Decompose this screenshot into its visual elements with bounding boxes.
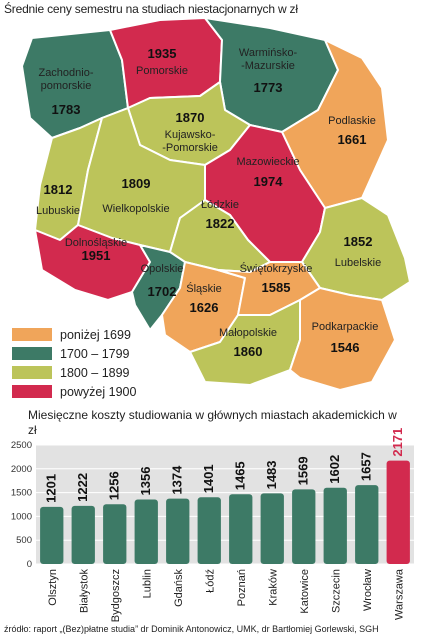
- bar-value-label: 1356: [138, 467, 153, 496]
- bar-value-label: 1657: [359, 452, 374, 481]
- bar-Katowice: [292, 489, 316, 564]
- bar-Wrocław: [355, 485, 379, 564]
- region-name-wielkopolskie: Wielkopolskie: [102, 203, 169, 215]
- bar-value-label: 1256: [107, 471, 122, 500]
- y-tick-label: 1500: [11, 488, 32, 499]
- region-name-dolnoslaskie: Dolnośląskie: [65, 237, 127, 249]
- bar-value-label: 1222: [75, 473, 90, 502]
- y-tick-label: 1000: [11, 511, 32, 522]
- region-value-pomorskie: 1935: [148, 46, 177, 61]
- bar-Łódź: [197, 497, 221, 564]
- bar-chart: 0 500 1000 1500 2000 2500 1201 1222 1256 1356 137…: [11, 428, 414, 622]
- category-label: Kraków: [267, 569, 279, 606]
- bar-Gdańsk: [166, 498, 190, 564]
- region-name-malopolskie: Małopolskie: [219, 327, 277, 339]
- bar-Warszawa: [386, 460, 410, 564]
- bar-value-label: 1483: [264, 460, 279, 489]
- category-label: Białystok: [78, 569, 90, 614]
- region-map: Zachodnio-pomorskie 1783 Pomorskie 1935 Warm…: [21, 17, 411, 391]
- category-label: Katowice: [299, 569, 311, 614]
- bar-value-label: 1569: [296, 456, 311, 485]
- region-name-lubuskie: Lubuskie: [36, 205, 80, 217]
- bar-Bydgoszcz: [103, 504, 127, 564]
- legend-item: 1700 – 1799: [12, 344, 136, 363]
- region-value-swietokrzyskie: 1585: [262, 280, 291, 295]
- region-name-lodzkie: Łódzkie: [201, 199, 239, 211]
- region-value-lubelskie: 1852: [344, 234, 373, 249]
- region-name-zachodniopomorskie: pomorskie: [41, 80, 92, 92]
- map-legend: poniżej 1699 1700 – 1799 1800 – 1899 pow…: [12, 325, 136, 401]
- region-value-podlaskie: 1661: [338, 132, 367, 147]
- bar-Białystok: [71, 505, 95, 564]
- source-note: źródło: raport „(Bez)płatne studia” dr D…: [4, 624, 379, 634]
- region-name-lubelskie: Lubelskie: [335, 257, 381, 269]
- region-name-kujawsko-pomorskie: Kujawsko-: [165, 129, 216, 141]
- legend-item: powyżej 1900: [12, 382, 136, 401]
- bar-Kraków: [260, 493, 284, 564]
- legend-item: poniżej 1699: [12, 325, 136, 344]
- region-name-zachodniopomorskie: Zachodnio-: [38, 67, 93, 79]
- bar-value-label: 1602: [327, 455, 342, 484]
- bar-value-label: 1374: [170, 465, 185, 495]
- bar-Poznań: [229, 494, 253, 564]
- region-value-dolnoslaskie: 1951: [82, 248, 111, 263]
- region-value-malopolskie: 1860: [234, 344, 263, 359]
- legend-label: poniżej 1699: [60, 327, 131, 342]
- category-label: Bydgoszcz: [110, 569, 122, 622]
- region-value-kujawsko-pomorskie: 1870: [176, 110, 205, 125]
- region-name-mazowieckie: Mazowieckie: [237, 156, 300, 168]
- region-value-lodzkie: 1822: [206, 216, 235, 231]
- bar-value-label: 2171: [390, 428, 405, 457]
- region-name-opolskie: Opolskie: [141, 263, 184, 275]
- region-opolskie: [131, 244, 186, 331]
- bar-Olsztyn: [40, 506, 64, 564]
- bar-value-label: 1401: [201, 464, 216, 493]
- legend-swatch: [12, 366, 52, 379]
- region-value-podkarpackie: 1546: [331, 340, 360, 355]
- y-tick-label: 2000: [11, 464, 32, 475]
- region-value-zachodniopomorskie: 1783: [52, 102, 81, 117]
- region-podkarpackie: [289, 287, 396, 391]
- bar-Szczecin: [323, 487, 347, 564]
- category-label: Poznań: [236, 569, 248, 606]
- region-name-slaskie: Śląskie: [186, 282, 221, 295]
- region-name-podlaskie: Podlaskie: [328, 115, 376, 127]
- region-value-warminsko-mazurskie: 1773: [254, 80, 283, 95]
- y-tick-label: 500: [16, 535, 32, 546]
- plot-background: [36, 445, 414, 564]
- category-label: Lublin: [141, 569, 153, 598]
- region-name-pomorskie: Pomorskie: [136, 65, 188, 77]
- category-label: Gdańsk: [173, 569, 185, 607]
- category-label: Wrocław: [362, 569, 374, 611]
- category-label: Warszawa: [393, 568, 405, 620]
- y-tick-label: 0: [27, 559, 32, 570]
- region-value-wielkopolskie: 1809: [122, 176, 151, 191]
- bar-value-label: 1201: [44, 474, 59, 503]
- region-name-warminsko-mazurskie: -Mazurskie: [241, 60, 295, 72]
- region-value-opolskie: 1702: [148, 284, 177, 299]
- region-name-kujawsko-pomorskie: -Pomorskie: [162, 142, 218, 154]
- region-malopolskie: [189, 299, 301, 386]
- legend-item: 1800 – 1899: [12, 363, 136, 382]
- bar-value-label: 1465: [233, 461, 248, 490]
- category-label: Szczecin: [330, 569, 342, 613]
- y-tick-label: 2500: [11, 440, 32, 451]
- category-label: Olsztyn: [47, 569, 59, 606]
- legend-swatch: [12, 328, 52, 341]
- legend-label: 1700 – 1799: [60, 346, 130, 361]
- legend-label: powyżej 1900: [60, 384, 137, 399]
- region-name-warminsko-mazurskie: Warmińsko-: [239, 47, 298, 59]
- region-value-mazowieckie: 1974: [254, 174, 284, 189]
- map-title: Średnie ceny semestru na studiach niesta…: [4, 2, 298, 16]
- region-value-lubuskie: 1812: [44, 182, 73, 197]
- region-name-swietokrzyskie: Świętokrzyskie: [240, 262, 313, 275]
- bar-Lublin: [134, 499, 158, 564]
- legend-swatch: [12, 347, 52, 360]
- region-value-slaskie: 1626: [190, 300, 219, 315]
- legend-swatch: [12, 385, 52, 398]
- legend-label: 1800 – 1899: [60, 365, 130, 380]
- region-name-podkarpackie: Podkarpackie: [312, 321, 379, 333]
- category-label: Łódź: [204, 569, 216, 593]
- bar-chart-title: Miesięczne koszty studiowania w głównych…: [28, 408, 397, 437]
